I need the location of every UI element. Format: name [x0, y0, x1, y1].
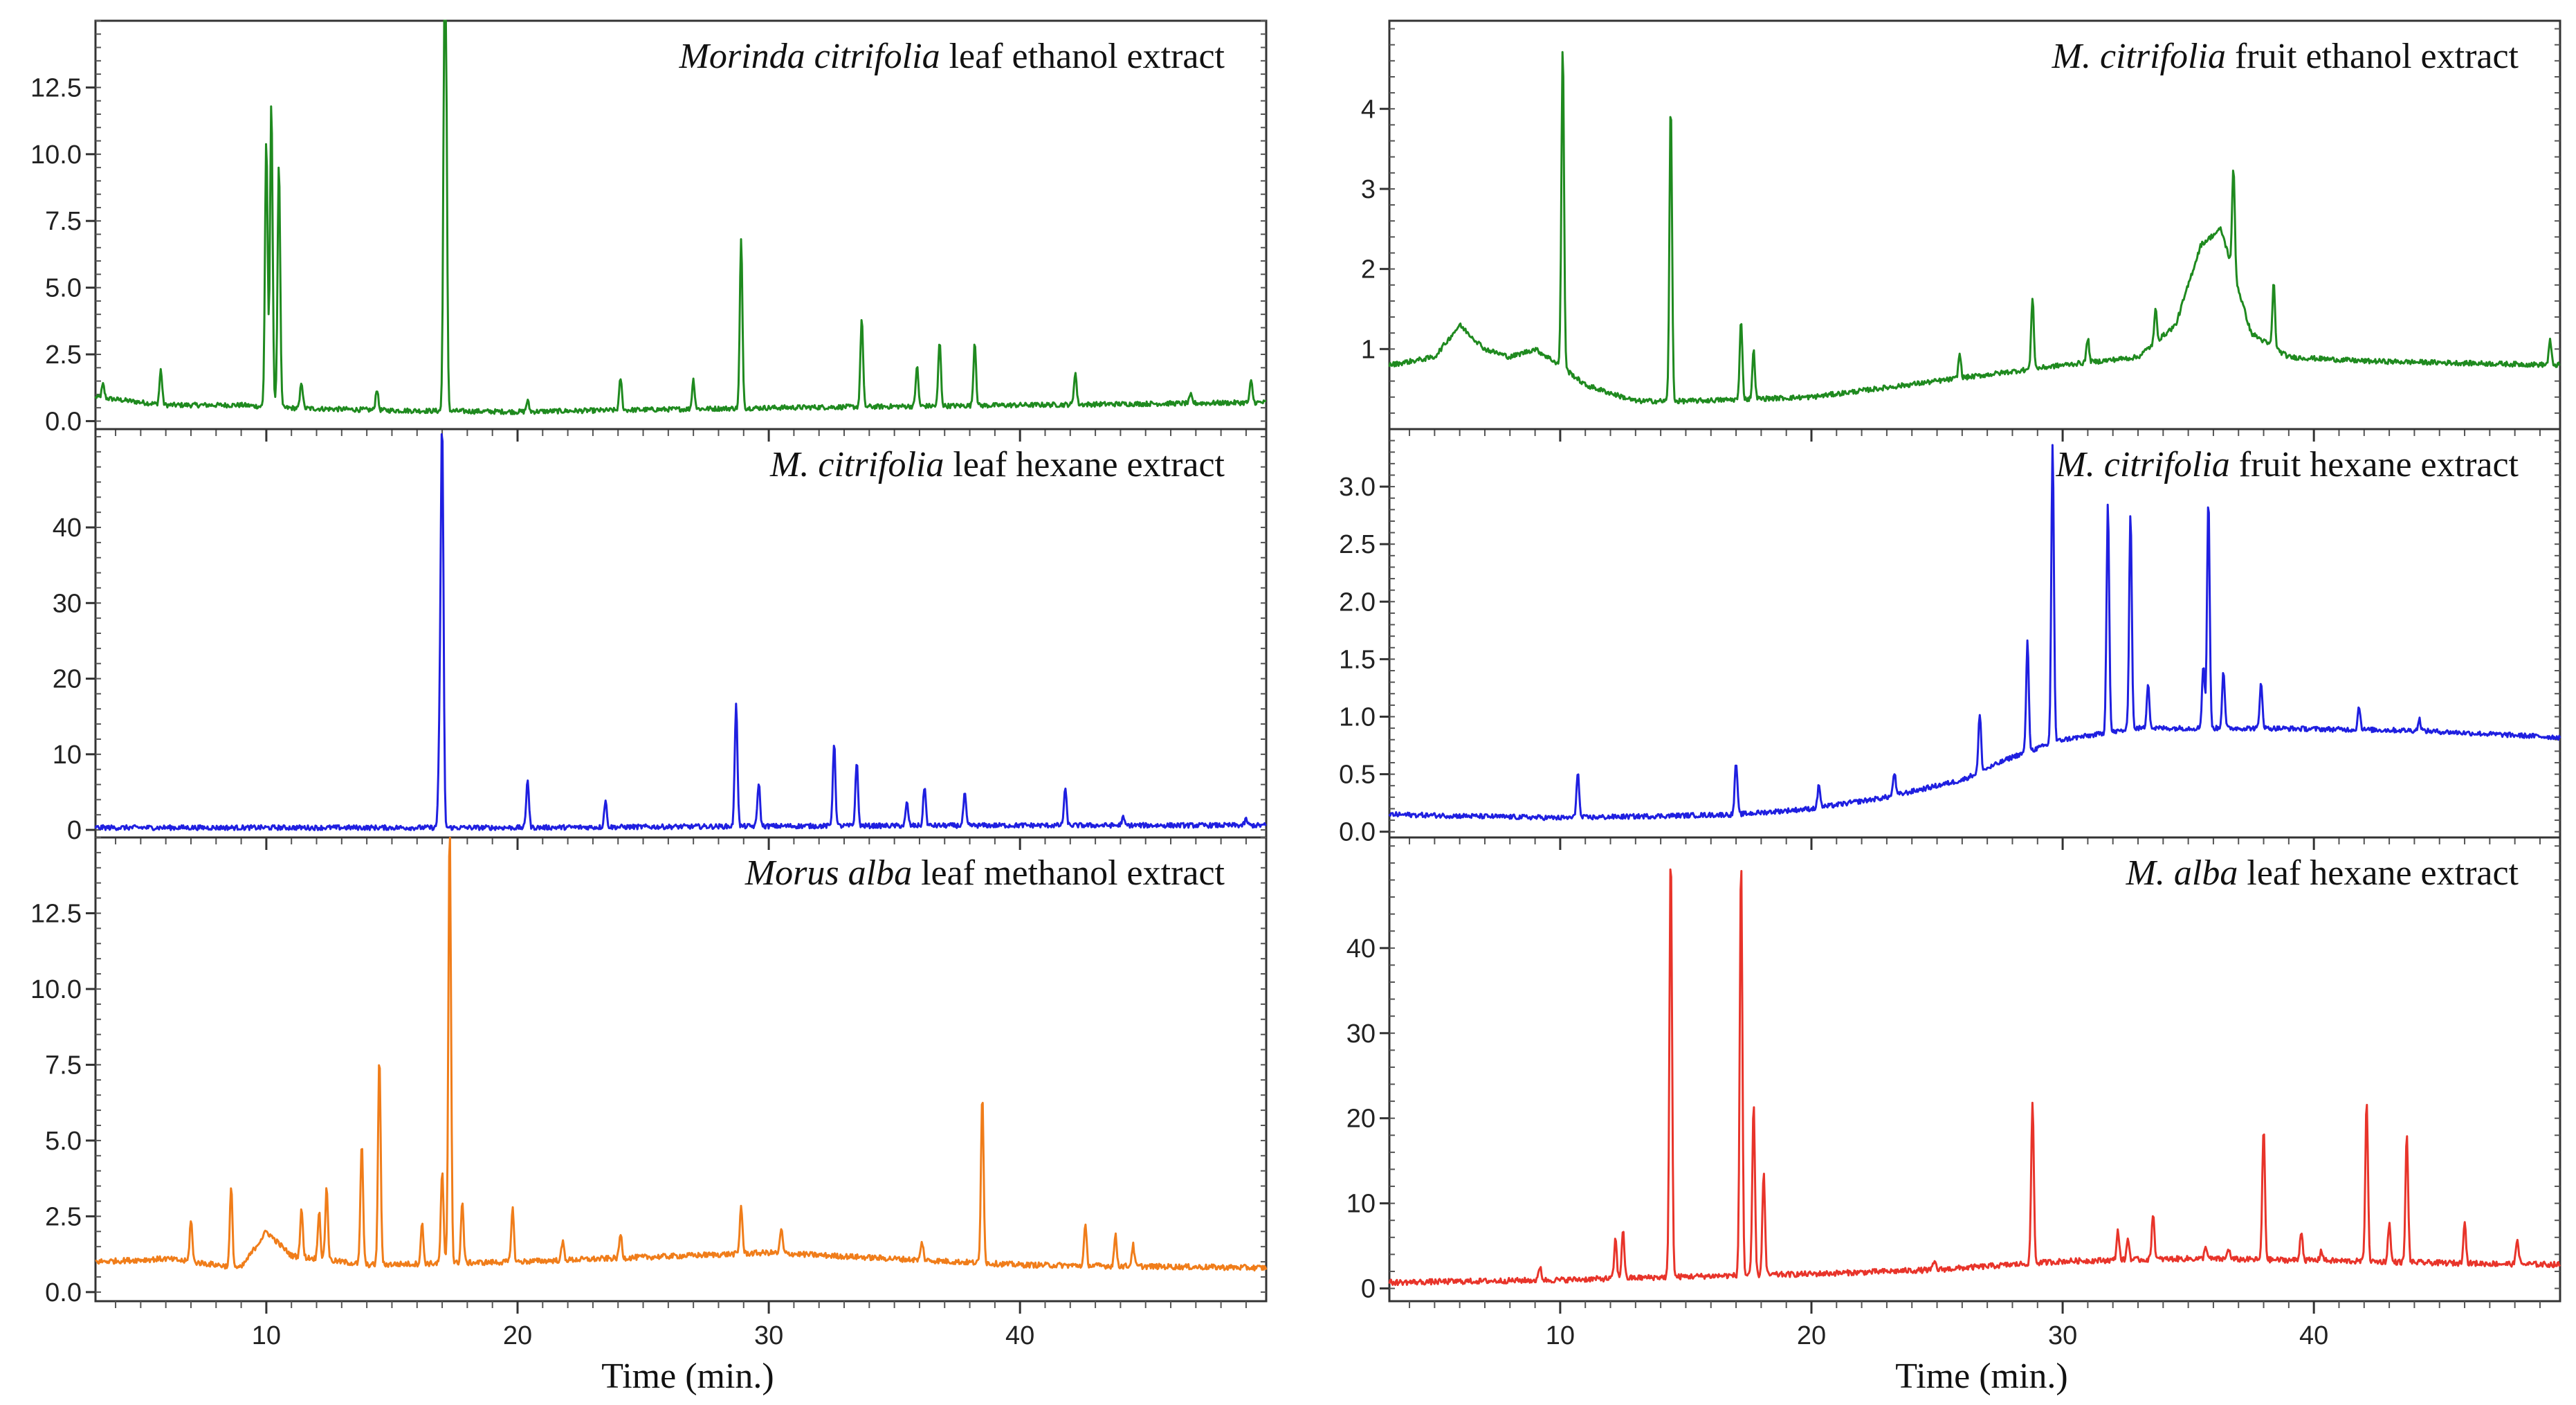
y-tick-label: 30 [1346, 1019, 1376, 1049]
y-tick-label: 0.0 [1339, 818, 1376, 847]
chromatogram-panel-6: 0 10 20 30 40 10 20 30 40 M. alba leaf hexane ext… [1346, 836, 2561, 1396]
x-tick-label: 20 [503, 1321, 532, 1350]
panel-title: M. alba leaf hexane extract [2126, 853, 2519, 893]
x-tick-label: 30 [2048, 1321, 2077, 1350]
panel-title-extract: fruit hexane extract [2230, 445, 2519, 484]
panel-title-extract: leaf methanol extract [912, 853, 1225, 893]
panel-frame [1388, 836, 2561, 1303]
y-tick-label: 1 [1361, 335, 1376, 364]
chromatogram-panel-4: 1 2 3 4 M. citrifolia fruit ethanol extract [1361, 19, 2561, 442]
y-tick-label: 2.5 [45, 341, 82, 370]
panel-title-species: Morus alba [745, 853, 912, 893]
y-tick-label: 10.0 [30, 975, 82, 1004]
panel-frame [94, 428, 1268, 839]
y-tick-label: 3 [1361, 175, 1376, 204]
y-tick-label: 0 [1361, 1275, 1376, 1304]
chromatogram-panel-5: 0.0 0.5 1.0 1.5 2.0 2.5 3.0 M. citrifolia fruit… [1339, 428, 2561, 850]
panel-title-species: M. citrifolia [2052, 37, 2226, 76]
x-tick-label: 40 [2299, 1321, 2328, 1350]
chromatogram-trace [1388, 51, 2561, 405]
y-tick-label: 1.5 [1339, 645, 1376, 674]
y-tick-label: 3.0 [1339, 473, 1376, 502]
x-tick-label: 40 [1005, 1321, 1034, 1350]
panel-title: M. citrifolia fruit hexane extract [2055, 445, 2519, 484]
y-tick-label: 0.0 [45, 407, 82, 436]
y-tick-label: 10 [53, 741, 82, 770]
panel-title-extract: leaf hexane extract [944, 445, 1225, 484]
y-tick-label: 20 [53, 665, 82, 694]
panel-frame [94, 836, 1268, 1303]
panel-title-species: M. citrifolia [769, 445, 944, 484]
y-tick-label: 4 [1361, 95, 1376, 124]
y-tick-label: 10 [1346, 1190, 1376, 1219]
chromatogram-trace [1388, 868, 2561, 1287]
x-tick-label: 10 [1546, 1321, 1575, 1350]
y-tick-label: 1.0 [1339, 702, 1376, 732]
chromatogram-trace [95, 837, 1268, 1272]
y-tick-label: 5.0 [45, 1127, 82, 1156]
y-tick-label: 7.5 [45, 207, 82, 236]
y-tick-label: 0.0 [45, 1278, 82, 1307]
y-tick-label: 30 [53, 589, 82, 618]
x-tick-label: 20 [1797, 1321, 1826, 1350]
y-tick-label: 10.0 [30, 140, 82, 170]
y-tick-label: 12.5 [30, 899, 82, 928]
x-tick-label: 30 [754, 1321, 783, 1350]
panel-title: Morus alba leaf methanol extract [745, 853, 1225, 893]
chromatogram-trace [94, 19, 1267, 415]
panel-title: M. citrifolia fruit ethanol extract [2052, 37, 2519, 76]
panel-title-extract: fruit ethanol extract [2226, 37, 2519, 76]
chromatogram-panel-2: 0 10 20 30 40 M. citrifolia leaf hexane extra… [53, 428, 1268, 850]
y-tick-label: 2.5 [1339, 530, 1376, 559]
chromatogram-trace [94, 433, 1267, 831]
panel-title-species: M. citrifolia [2055, 445, 2229, 484]
x-tick-label: 10 [252, 1321, 281, 1350]
y-tick-label: 2 [1361, 255, 1376, 284]
panel-title-species: M. alba [2126, 853, 2238, 893]
chromatogram-trace [1388, 444, 2561, 822]
panel-title: Morinda citrifolia leaf ethanol extract [679, 37, 1225, 76]
panel-title-species: Morinda citrifolia [679, 37, 940, 76]
y-tick-label: 0.5 [1339, 761, 1376, 790]
chromatogram-panel-1: 0.0 2.5 5.0 7.5 10.0 12.5 Morinda citrifolia l… [30, 19, 1268, 442]
chromatogram-panel-3: 0.0 2.5 5.0 7.5 10.0 12.5 10 20 30 40 Morus alba l… [30, 836, 1268, 1396]
y-tick-label: 7.5 [45, 1051, 82, 1080]
x-axis-label: Time (min.) [1895, 1357, 2067, 1396]
y-tick-label: 12.5 [30, 73, 82, 102]
panel-title-extract: leaf ethanol extract [940, 37, 1225, 76]
x-axis-label: Time (min.) [601, 1357, 774, 1396]
y-tick-label: 40 [1346, 934, 1376, 963]
y-tick-label: 0 [67, 816, 82, 845]
panel-frame [94, 19, 1268, 430]
y-tick-label: 40 [53, 514, 82, 543]
panel-title: M. citrifolia leaf hexane extract [769, 445, 1225, 484]
panel-title-extract: leaf hexane extract [2238, 853, 2519, 893]
y-tick-label: 20 [1346, 1105, 1376, 1134]
y-tick-label: 2.0 [1339, 588, 1376, 617]
y-tick-label: 2.5 [45, 1202, 82, 1231]
y-tick-label: 5.0 [45, 274, 82, 303]
